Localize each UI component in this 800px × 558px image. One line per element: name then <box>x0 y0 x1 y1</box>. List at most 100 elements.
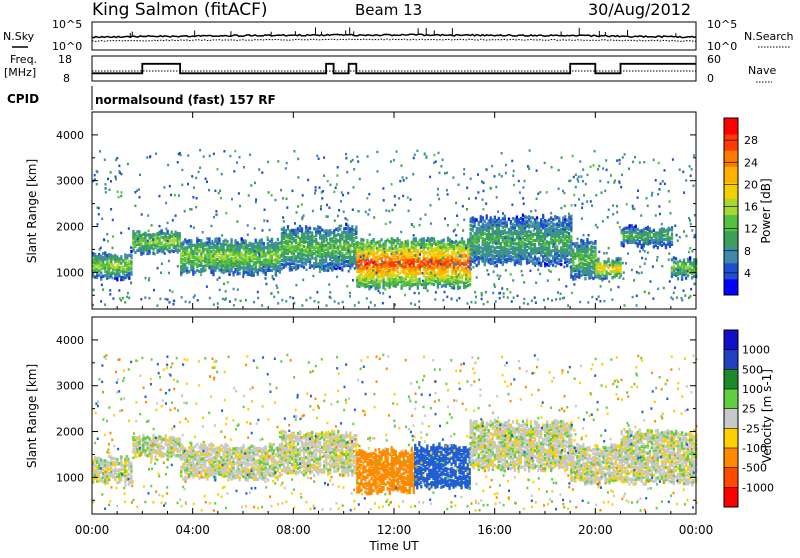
ground-cell <box>370 301 372 304</box>
heatmap-cell <box>337 233 339 236</box>
heatmap-cell <box>556 245 558 248</box>
heatmap-cell <box>522 249 524 252</box>
scatter-cell <box>347 192 349 195</box>
scatter-cell <box>211 240 213 243</box>
scatter-cell <box>580 175 582 178</box>
heatmap-cell <box>313 252 315 255</box>
ground-cell <box>342 301 344 304</box>
heatmap-cell <box>301 244 303 247</box>
heatmap-cell <box>554 227 556 230</box>
scatter-cell <box>99 150 101 153</box>
heatmap-cell <box>180 265 182 268</box>
scatter-cell <box>533 229 535 232</box>
scatter-cell <box>412 173 414 176</box>
scatter-cell <box>273 278 275 281</box>
scatter-cell <box>267 220 269 223</box>
heatmap-cell <box>405 255 407 258</box>
scatter-cell <box>557 291 559 294</box>
scatter-cell <box>689 247 691 250</box>
scatter-cell <box>480 220 482 223</box>
scatter-cell <box>518 180 520 183</box>
ground-cell <box>209 297 211 300</box>
scatter-cell <box>366 197 368 200</box>
heatmap-cell <box>208 237 210 240</box>
scatter-cell <box>535 282 537 285</box>
heatmap-cell <box>524 242 526 245</box>
heatmap-cell <box>566 219 568 222</box>
scatter-cell <box>268 267 270 270</box>
heatmap-cell <box>411 266 413 269</box>
heatmap-cell <box>289 244 291 247</box>
scatter-cell <box>261 171 263 174</box>
scatter-cell <box>511 223 513 226</box>
scatter-cell <box>482 198 484 201</box>
ground-cell <box>100 300 102 303</box>
scatter-cell <box>610 288 612 291</box>
scatter-cell <box>271 194 273 197</box>
scatter-cell <box>474 291 476 294</box>
scatter-cell <box>115 178 117 181</box>
heatmap-cell <box>337 227 339 230</box>
heatmap-cell <box>243 241 245 244</box>
heatmap-cell <box>620 257 622 260</box>
ground-cell <box>410 302 412 305</box>
heatmap-cell <box>562 217 564 220</box>
scatter-cell <box>451 240 453 243</box>
scatter-cell <box>367 155 369 158</box>
scatter-cell <box>239 269 241 272</box>
heatmap-cell <box>124 274 126 277</box>
heatmap-cell <box>198 249 200 252</box>
heatmap-cell <box>291 245 293 248</box>
heatmap-cell <box>150 234 152 237</box>
heatmap-cell <box>243 254 245 257</box>
scatter-cell <box>598 251 600 254</box>
scatter-cell <box>548 269 550 272</box>
scatter-cell <box>583 194 585 197</box>
scatter-cell <box>340 200 342 203</box>
scatter-cell <box>258 168 260 171</box>
heatmap-cell <box>496 250 498 253</box>
scatter-cell <box>595 224 597 227</box>
scatter-cell <box>414 292 416 295</box>
heatmap-cell <box>671 241 673 244</box>
heatmap-cell <box>335 250 337 253</box>
heatmap-cell <box>461 237 463 240</box>
heatmap-cell <box>253 267 255 270</box>
heatmap-cell <box>325 229 327 232</box>
heatmap-cell <box>387 239 389 242</box>
heatmap-cell <box>360 238 362 241</box>
scatter-cell <box>360 263 362 266</box>
heatmap-cell <box>419 243 421 246</box>
heatmap-cell <box>671 232 673 235</box>
heatmap-cell <box>453 276 455 279</box>
heatmap-cell <box>431 237 433 240</box>
scatter-cell <box>400 253 402 256</box>
scatter-cell <box>336 174 338 177</box>
scatter-cell <box>499 292 501 295</box>
scatter-cell <box>328 207 330 210</box>
heatmap-cell <box>161 246 163 249</box>
heatmap-cell <box>651 236 653 239</box>
scatter-cell <box>398 261 400 264</box>
heatmap-cell <box>470 253 472 256</box>
scatter-cell <box>315 186 317 189</box>
heatmap-cell <box>566 235 568 238</box>
heatmap-cell <box>461 262 463 265</box>
heatmap-cell <box>397 248 399 251</box>
heatmap-cell <box>230 238 232 241</box>
scatter-cell <box>184 210 186 213</box>
freq-label: Freq. <box>10 53 37 66</box>
freq-ytick-bottom: 8 <box>63 72 70 85</box>
heatmap-cell <box>526 231 528 234</box>
heatmap-cell <box>552 239 554 242</box>
scatter-cell <box>586 249 588 252</box>
scatter-cell <box>277 291 279 294</box>
scatter-cell <box>634 156 636 159</box>
heatmap-cell <box>647 232 649 235</box>
scatter-cell <box>352 209 354 212</box>
heatmap-cell <box>544 252 546 255</box>
scatter-cell <box>691 168 693 171</box>
heatmap-cell <box>214 250 216 253</box>
scatter-cell <box>577 238 579 241</box>
